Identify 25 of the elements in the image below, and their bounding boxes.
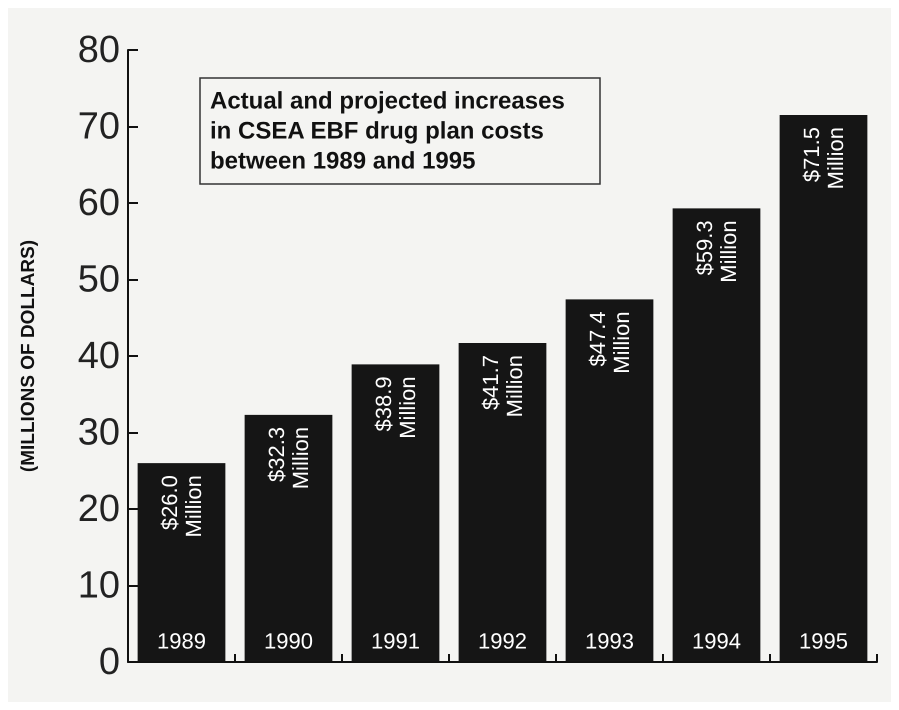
y-tick-label: 80 [78,29,120,71]
y-tick-label: 50 [78,258,120,300]
x-tick-label: 1992 [478,628,527,654]
data-label: $59.3 Million [692,220,741,283]
y-tick-label: 10 [78,564,120,606]
y-tick-label: 60 [78,182,120,224]
x-tick-label: 1995 [799,628,848,654]
y-tick-label: 20 [78,488,120,530]
x-tick-label: 1993 [585,628,634,654]
y-tick-label: 0 [98,641,120,683]
x-tick-label: 1990 [264,628,313,654]
x-tick-label: 1989 [157,628,206,654]
data-label: $41.7 Million [478,354,527,418]
x-tick-label: 1994 [692,628,741,654]
y-axis-title: (MILLIONS OF DOLLARS) [18,240,39,472]
text: Actual and projected increases in CSEA EBF drug plan costs between 1989 and 1995 [210,88,572,174]
x-tick-label: 1991 [371,628,420,654]
y-tick-label: 30 [78,412,120,454]
data-label: $32.3 Million [264,426,313,490]
data-label: $47.4 Million [585,311,634,374]
data-label: $38.9 Million [371,376,420,439]
y-tick-label: 40 [78,335,120,377]
data-label: $26.0 Million [157,475,206,538]
y-tick-label: 70 [78,106,120,148]
data-label: $71.5 Million [799,127,848,190]
